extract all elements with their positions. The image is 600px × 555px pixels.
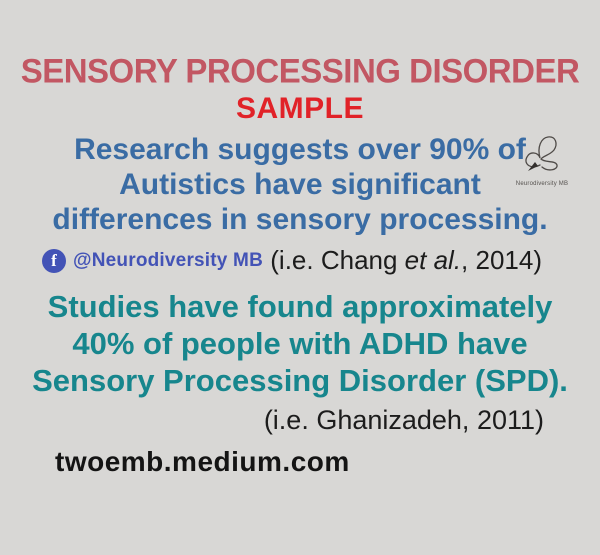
facebook-badge: f @Neurodiversity MB (42, 248, 264, 273)
fact1-line3: differences in sensory processing. (52, 203, 548, 236)
neurodiversity-mb-logo: Neurodiversity MB (510, 134, 574, 187)
fact1-line2: Autistics have significant (119, 168, 481, 201)
page-title: SENSORY PROCESSING DISORDER (20, 51, 580, 90)
citation-ghanizadeh-2011: (i.e. Ghanizadeh, 2011) (263, 405, 544, 435)
citation-chang-2014: (i.e. Chang et al., 2014) (270, 245, 542, 276)
sample-watermark: SAMPLE (235, 92, 364, 125)
fact1-line1: Research suggests over 90% of (74, 133, 526, 166)
fact2-line3: Sensory Processing Disorder (SPD). (32, 363, 568, 398)
butterfly-logo-icon (516, 136, 568, 182)
fact2-line1: Studies have found approximately (47, 289, 553, 324)
citation1-suffix: , 2014) (461, 245, 542, 275)
facebook-handle: @Neurodiversity MB (73, 249, 264, 271)
fact2-line2: 40% of people with ADHD have (72, 326, 528, 361)
footer-url: twoemb.medium.com (55, 446, 350, 477)
citation1-etal: et al. (404, 245, 462, 275)
logo-caption: Neurodiversity MB (515, 181, 569, 187)
infographic-canvas: SENSORY PROCESSING DISORDER SAMPLE Neuro… (0, 51, 600, 555)
citation1-prefix: (i.e. Chang (270, 245, 405, 275)
facebook-icon: f (42, 248, 66, 273)
adhd-fact-paragraph: Studies have found approximately 40% of … (0, 288, 600, 399)
attribution-row: f @Neurodiversity MB (i.e. Chang et al.,… (0, 245, 600, 276)
autism-fact-paragraph: Research suggests over 90% of Autistics … (0, 132, 600, 237)
